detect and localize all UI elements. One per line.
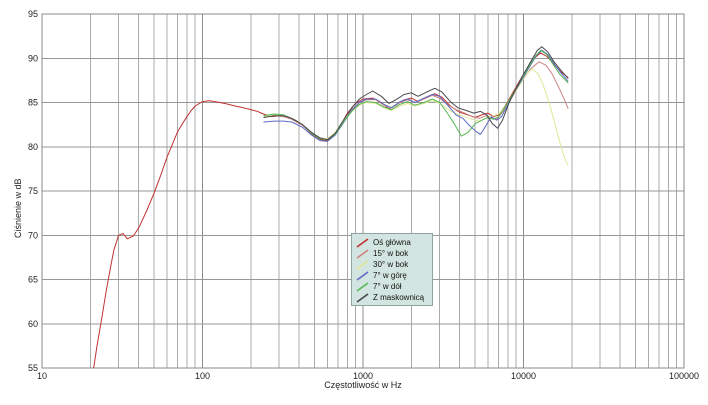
legend-label: 7° w górę [373,271,407,280]
curve-series-0 [93,52,569,369]
legend-label: Z maskownicą [373,293,425,302]
x-tick-label: 10 [37,371,47,381]
legend-item: 30° w bok [356,259,428,270]
legend-item: 7° w górę [356,270,428,281]
x-tick-label: 10000 [511,371,536,381]
y-tick-label: 60 [28,319,38,329]
legend-item: 7° w dół [356,281,428,292]
y-tick-label: 85 [28,98,38,108]
y-tick-label: 80 [28,142,38,152]
plot-border [41,13,685,369]
y-tick-label: 90 [28,53,38,63]
legend-swatch [356,248,369,259]
legend-swatch [356,281,369,292]
x-axis-title: Częstotliwość w Hz [324,380,402,390]
legend: Oś główna 15° w bok 30° w bok 7° w górę 7° w… [351,233,433,306]
legend-item: Oś główna [356,237,428,248]
curve-series-5 [263,46,569,141]
curve-series-3 [263,49,569,142]
legend-label: 30° w bok [373,260,409,269]
legend-label: 7° w dół [373,282,402,291]
x-tick-label: 1000 [353,371,373,381]
legend-swatch [356,292,369,303]
y-axis-title: Ciśnienie w dB [13,178,23,238]
y-tick-label: 70 [28,230,38,240]
legend-swatch [356,270,369,281]
legend-label: 15° w bok [373,249,409,258]
legend-label: Oś główna [373,238,411,247]
legend-item: 15° w bok [356,248,428,259]
legend-swatch [356,259,369,270]
legend-swatch [356,237,369,248]
curve-series-2 [263,68,569,166]
y-tick-label: 95 [28,9,38,19]
legend-item: Z maskownicą [356,292,428,303]
y-tick-label: 55 [28,363,38,373]
x-tick-label: 100000 [669,371,699,381]
x-tick-label: 100 [195,371,210,381]
y-tick-label: 75 [28,186,38,196]
y-tick-label: 65 [28,275,38,285]
